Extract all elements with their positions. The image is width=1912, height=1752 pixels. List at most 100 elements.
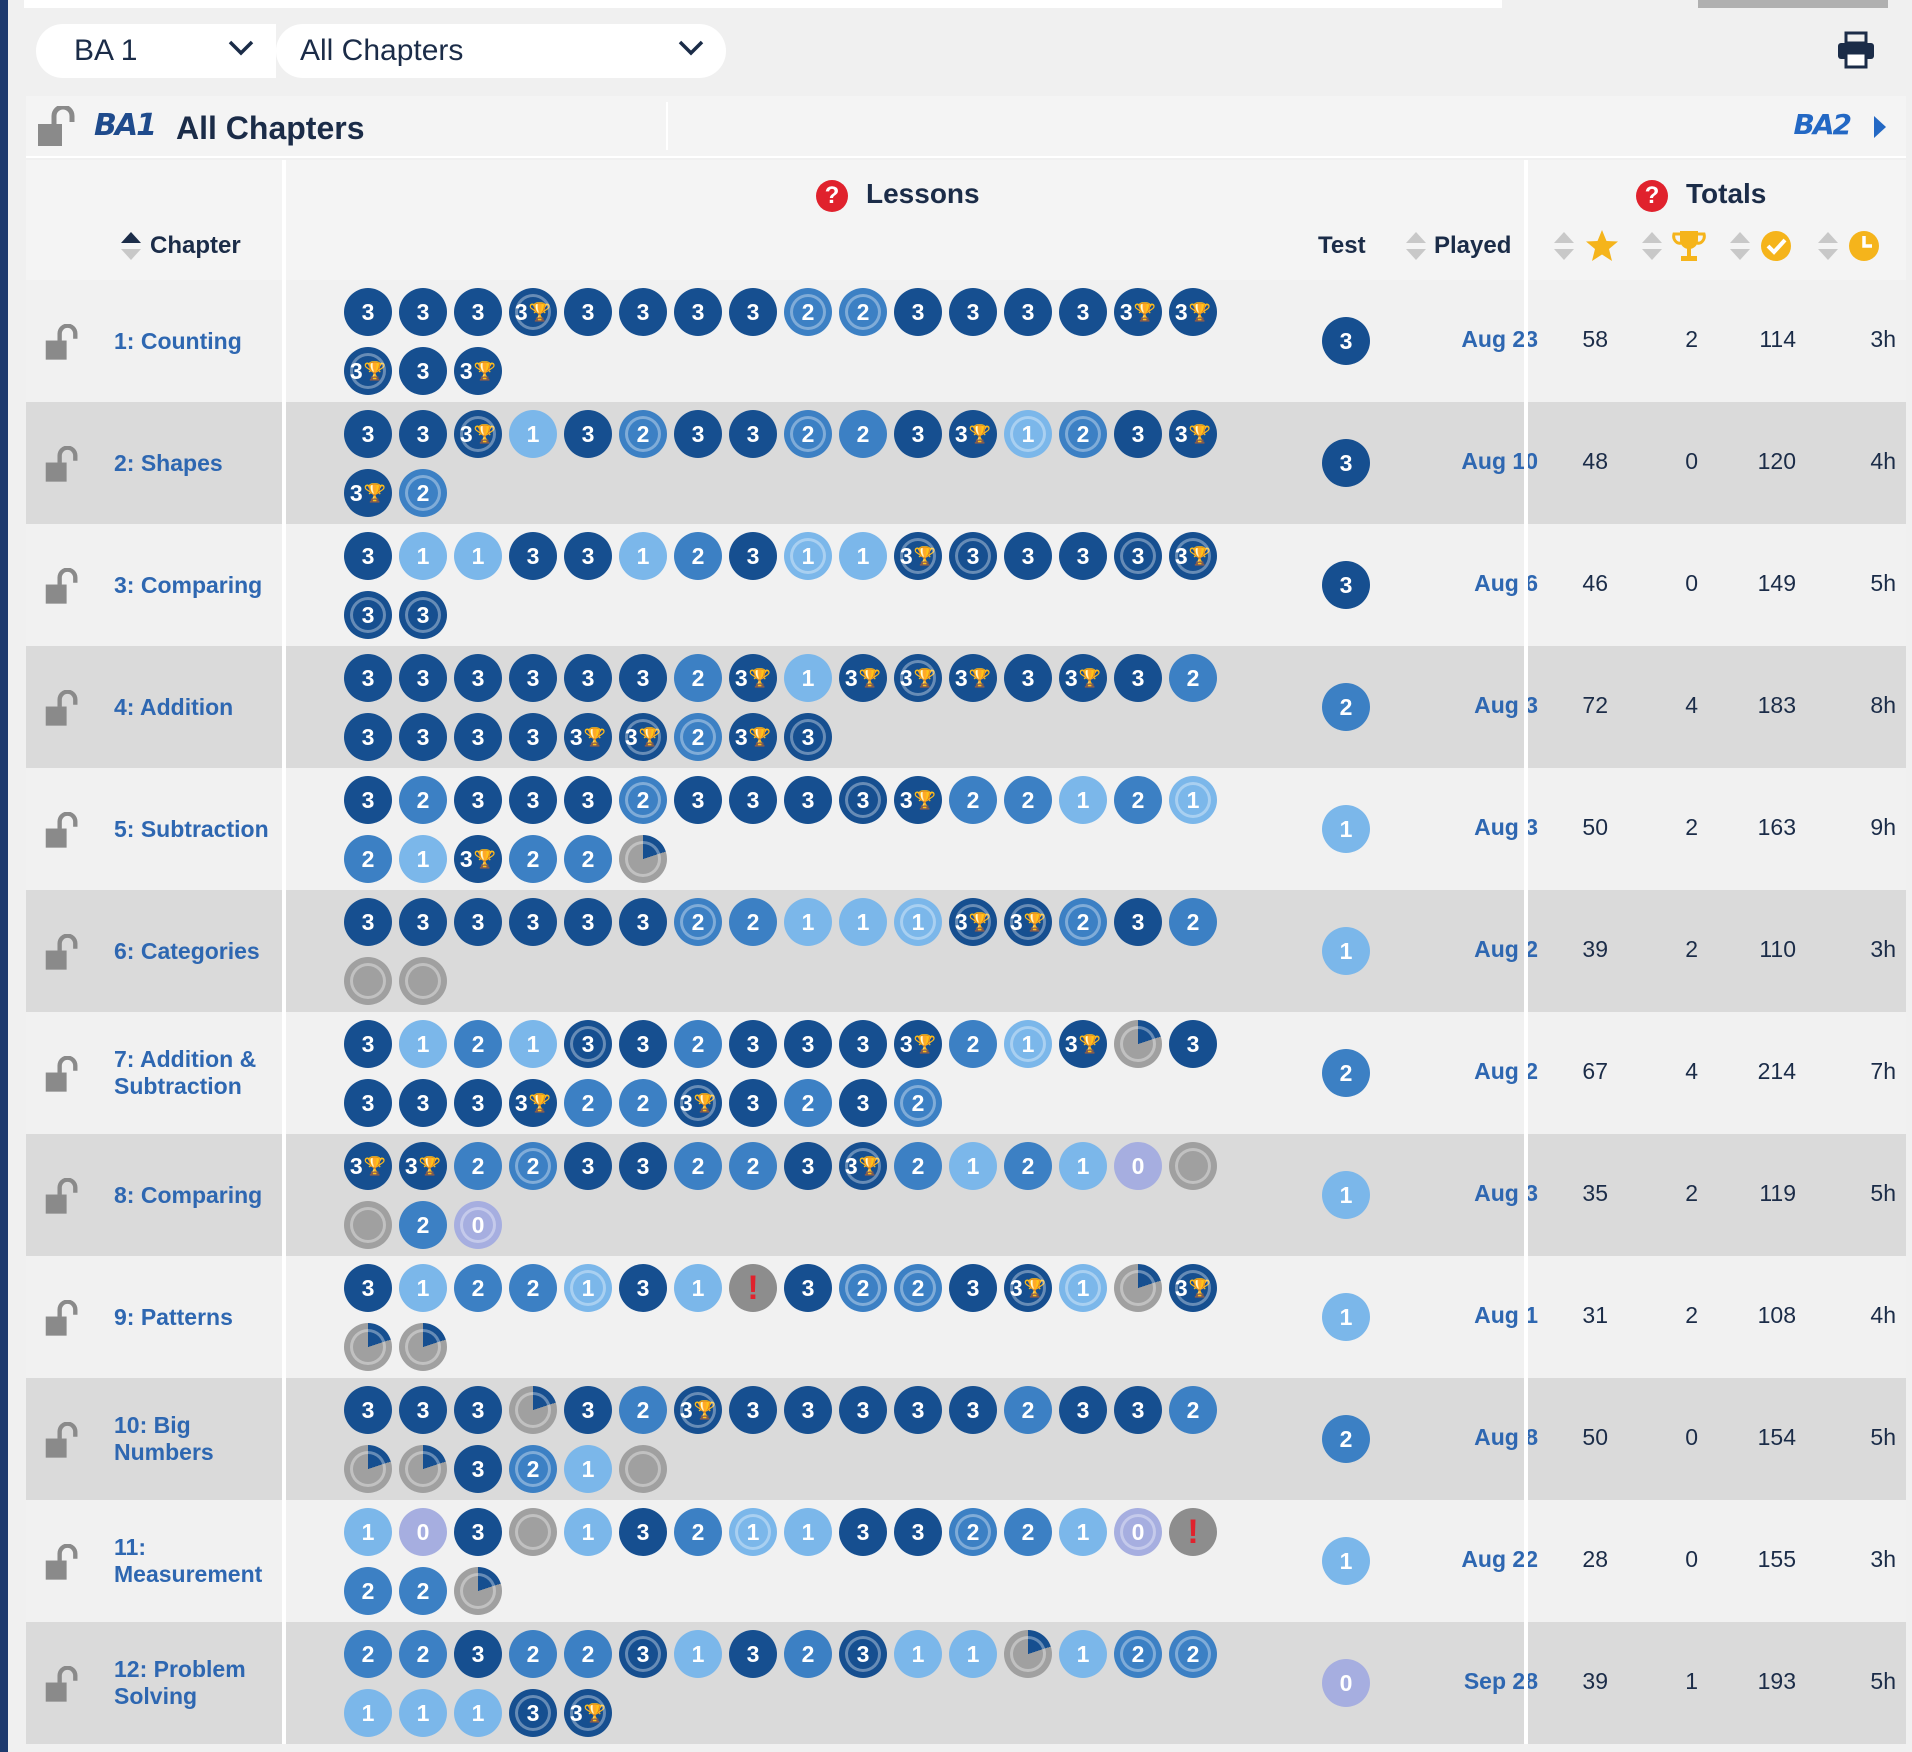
lesson-badge[interactable]: 3 🏆 bbox=[1059, 654, 1107, 702]
lesson-badge[interactable]: 3 🏆 bbox=[1169, 410, 1217, 458]
lesson-badge[interactable]: 2 bbox=[399, 469, 447, 517]
lesson-badge[interactable]: 3 bbox=[619, 288, 667, 336]
lesson-badge[interactable]: 3 bbox=[454, 898, 502, 946]
lesson-badge[interactable]: 3 🏆 bbox=[1114, 288, 1162, 336]
lesson-badge[interactable]: 3 bbox=[729, 1386, 777, 1434]
unlock-icon[interactable] bbox=[44, 323, 84, 369]
lesson-badge[interactable]: 3 bbox=[729, 776, 777, 824]
lesson-badge[interactable]: 2 bbox=[454, 1264, 502, 1312]
lesson-badge[interactable]: 3 bbox=[399, 591, 447, 639]
test-badge[interactable]: 3 bbox=[1322, 561, 1370, 609]
lesson-badge[interactable]: 3 🏆 bbox=[344, 1142, 392, 1190]
lesson-badge[interactable]: 1 bbox=[1059, 1508, 1107, 1556]
lesson-badge[interactable]: 1 bbox=[344, 1689, 392, 1737]
lesson-badge[interactable]: 2 bbox=[1059, 898, 1107, 946]
lesson-badge[interactable]: 3 bbox=[619, 1020, 667, 1068]
lesson-badge[interactable]: 2 bbox=[619, 776, 667, 824]
lesson-badge[interactable]: 2 bbox=[399, 1630, 447, 1678]
lesson-badge[interactable]: 1 bbox=[949, 1142, 997, 1190]
lesson-badge[interactable]: 2 bbox=[344, 1630, 392, 1678]
lesson-badge[interactable]: 1 bbox=[729, 1508, 777, 1556]
lesson-badge[interactable]: 3 bbox=[949, 532, 997, 580]
lesson-badge[interactable]: 2 bbox=[454, 1020, 502, 1068]
lesson-badge[interactable]: 3 bbox=[674, 410, 722, 458]
lesson-badge[interactable]: 2 bbox=[1169, 898, 1217, 946]
print-icon[interactable] bbox=[1836, 30, 1876, 70]
lesson-badge[interactable]: 2 bbox=[839, 1264, 887, 1312]
lesson-badge[interactable]: 3 bbox=[344, 410, 392, 458]
lesson-badge[interactable]: 2 bbox=[509, 1142, 557, 1190]
lesson-badge[interactable]: 3 bbox=[949, 1386, 997, 1434]
lesson-badge[interactable]: 3 🏆 bbox=[949, 410, 997, 458]
lesson-badge[interactable]: 3 🏆 bbox=[344, 469, 392, 517]
lesson-badge[interactable]: 2 bbox=[894, 1264, 942, 1312]
table-row[interactable]: 3: Comparing 3 1 1 3 3 1 2 3 1 1 3 🏆 3 3 3 3 3 🏆 3 3 3 Aug 6 46… bbox=[26, 524, 1906, 646]
unlock-icon[interactable] bbox=[44, 1299, 84, 1345]
lesson-badge[interactable]: 1 bbox=[1059, 1630, 1107, 1678]
lesson-badge[interactable]: 3 🏆 bbox=[619, 713, 667, 761]
lesson-badge[interactable]: 1 bbox=[674, 1630, 722, 1678]
lesson-badge[interactable]: 3 bbox=[784, 713, 832, 761]
lesson-badge[interactable]: 3 bbox=[344, 1386, 392, 1434]
lesson-badge[interactable]: 3 bbox=[454, 1508, 502, 1556]
sort-arrow-icon[interactable] bbox=[1730, 232, 1750, 262]
lesson-badge[interactable]: 3 🏆 bbox=[894, 776, 942, 824]
lesson-badge[interactable]: 3 🏆 bbox=[1169, 1264, 1217, 1312]
lesson-badge[interactable]: 2 bbox=[509, 1445, 557, 1493]
lesson-badge[interactable]: 3 bbox=[344, 1264, 392, 1312]
lesson-badge[interactable]: 3 bbox=[564, 654, 612, 702]
lesson-badge[interactable]: 3 bbox=[729, 1630, 777, 1678]
lesson-badge[interactable]: 1 bbox=[564, 1508, 612, 1556]
lesson-badge[interactable]: 3 bbox=[839, 776, 887, 824]
lesson-badge[interactable]: 2 bbox=[619, 410, 667, 458]
lesson-badge[interactable]: 3 bbox=[509, 654, 557, 702]
test-badge[interactable]: 0 bbox=[1322, 1659, 1370, 1707]
lesson-badge[interactable]: 1 bbox=[564, 1264, 612, 1312]
sort-arrow-icon[interactable] bbox=[1554, 232, 1574, 262]
lesson-badge[interactable]: 3 bbox=[784, 1264, 832, 1312]
chapter-name-link[interactable]: 2: Shapes bbox=[114, 450, 223, 476]
lesson-badge[interactable]: 2 bbox=[1114, 776, 1162, 824]
lesson-badge[interactable]: 3 bbox=[399, 1079, 447, 1127]
lesson-badge[interactable]: 1 bbox=[1059, 1264, 1107, 1312]
lesson-badge[interactable]: 2 bbox=[1004, 1508, 1052, 1556]
lesson-badge[interactable] bbox=[509, 1386, 557, 1434]
unlock-icon[interactable] bbox=[44, 1543, 84, 1589]
lesson-badge[interactable]: 3 🏆 bbox=[1169, 288, 1217, 336]
lesson-badge[interactable]: 3 🏆 bbox=[729, 713, 777, 761]
star-icon[interactable] bbox=[1584, 228, 1620, 264]
lesson-badge[interactable]: 3 bbox=[454, 1079, 502, 1127]
lesson-badge[interactable]: 3 bbox=[1114, 410, 1162, 458]
unlock-icon[interactable] bbox=[44, 1665, 84, 1711]
lesson-badge[interactable]: 3 bbox=[509, 898, 557, 946]
lesson-badge[interactable]: 1 bbox=[784, 1508, 832, 1556]
lesson-badge[interactable]: 3 bbox=[674, 776, 722, 824]
chapter-name-link[interactable]: 9: Patterns bbox=[114, 1304, 233, 1330]
lesson-badge[interactable]: 3 bbox=[399, 410, 447, 458]
lesson-badge[interactable]: 3 bbox=[454, 1630, 502, 1678]
lesson-badge[interactable]: 2 bbox=[949, 1020, 997, 1068]
lesson-badge[interactable]: 3 bbox=[784, 1386, 832, 1434]
lesson-badge[interactable]: 3 bbox=[344, 898, 392, 946]
lesson-badge[interactable]: 3 bbox=[344, 1020, 392, 1068]
chapter-name-link[interactable]: 12: Problem Solving bbox=[114, 1656, 246, 1709]
lesson-badge[interactable]: 1 bbox=[1059, 1142, 1107, 1190]
lesson-badge[interactable]: 3 bbox=[894, 1386, 942, 1434]
lesson-badge[interactable]: 1 bbox=[674, 1264, 722, 1312]
lesson-badge[interactable]: 3 bbox=[1114, 654, 1162, 702]
lesson-badge[interactable]: 3 🏆 bbox=[1169, 532, 1217, 580]
lesson-badge[interactable]: 3 bbox=[454, 1445, 502, 1493]
lesson-badge[interactable]: 2 bbox=[674, 898, 722, 946]
lesson-badge[interactable]: 2 bbox=[509, 835, 557, 883]
lesson-badge[interactable]: 1 bbox=[784, 898, 832, 946]
lesson-badge[interactable]: 3 bbox=[454, 776, 502, 824]
chapter-name-link[interactable]: 4: Addition bbox=[114, 694, 234, 720]
unlock-icon[interactable] bbox=[36, 106, 82, 150]
lesson-badge[interactable]: 3 bbox=[674, 288, 722, 336]
lesson-badge[interactable] bbox=[619, 835, 667, 883]
unlock-icon[interactable] bbox=[44, 567, 84, 613]
lesson-badge[interactable] bbox=[344, 1445, 392, 1493]
check-icon[interactable] bbox=[1760, 230, 1792, 262]
lesson-badge[interactable] bbox=[1114, 1264, 1162, 1312]
table-row[interactable]: 7: Addition & Subtraction 3 1 2 1 3 3 2 3 3 3 3 🏆 2 1 3… bbox=[26, 1012, 1906, 1134]
